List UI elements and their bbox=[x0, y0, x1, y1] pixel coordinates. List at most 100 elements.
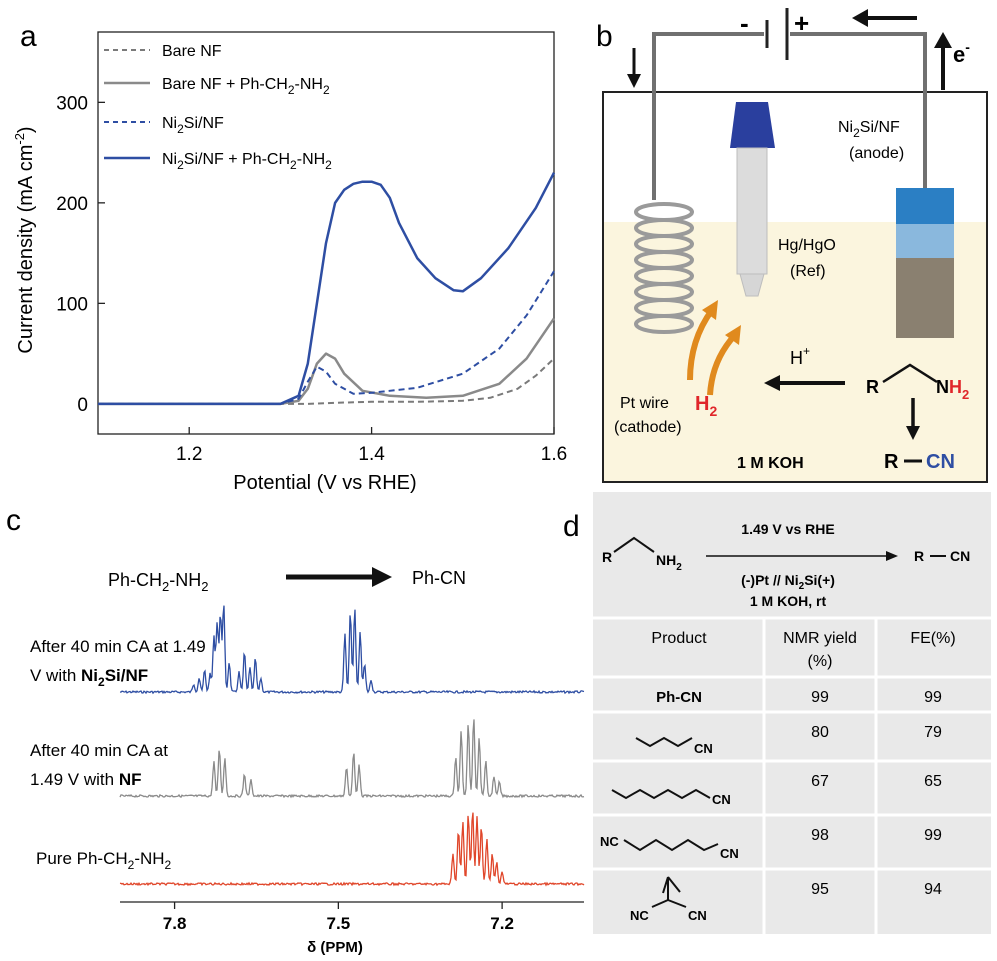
h2-evolution-arrow-2 bbox=[707, 332, 738, 396]
x-tick-label-c: 7.5 bbox=[327, 914, 351, 933]
x-tick-label-c: 7.2 bbox=[490, 914, 514, 933]
table-row-4-cn: CN bbox=[720, 846, 739, 861]
trace1-label-2: V with Ni2Si/NF bbox=[30, 666, 148, 689]
table-row-5-fe: 94 bbox=[924, 881, 942, 898]
battery-plus: + bbox=[794, 8, 809, 38]
trace2-label-1: After 40 min CA at bbox=[30, 741, 168, 760]
x-tick-label-a: 1.6 bbox=[541, 444, 567, 465]
scheme-product-r: R bbox=[914, 548, 924, 564]
table-header-yield-unit: (%) bbox=[808, 653, 833, 670]
nmr-trace-3 bbox=[119, 812, 585, 887]
plot-frame-a bbox=[97, 31, 555, 435]
axis-ticks-a: 1.2 1.4 1.6 0 100 200 300 bbox=[56, 93, 567, 465]
scheme-condition-bottom-2: 1 M KOH, rt bbox=[750, 593, 827, 609]
legend-label-bare-nf-amine: Bare NF + Ph-CH2-NH2 bbox=[162, 76, 330, 97]
anode-bottom bbox=[896, 258, 954, 338]
table-header-yield: NMR yield bbox=[783, 630, 857, 647]
trace3-label: Pure Ph-CH2-NH2 bbox=[36, 849, 172, 872]
table-header-fe: FE(%) bbox=[910, 630, 955, 647]
table-row-3-skeleton bbox=[611, 788, 711, 800]
proton-label: H+ bbox=[790, 344, 810, 368]
arrowhead-down-icon bbox=[627, 74, 641, 88]
table-row-5-bond-4 bbox=[651, 899, 669, 908]
axis-ticks-c: 7.8 7.5 7.2 bbox=[163, 902, 514, 933]
scheme-r: R bbox=[602, 549, 612, 565]
table-row-1-fe: 99 bbox=[924, 689, 942, 706]
nitrile-r: R bbox=[884, 451, 899, 473]
anode-middle bbox=[896, 224, 954, 258]
table-row-4-skeleton bbox=[623, 838, 719, 852]
y-tick-label-a: 100 bbox=[56, 294, 88, 315]
anode-label-2: (anode) bbox=[849, 145, 904, 162]
ref-electrode-body bbox=[736, 147, 768, 275]
h2-evolution-arrow-1 bbox=[687, 308, 715, 381]
trace1-label-1: After 40 min CA at 1.49 bbox=[30, 637, 206, 656]
series-line-a-1 bbox=[98, 357, 555, 405]
table-header-product: Product bbox=[651, 630, 707, 647]
panel-label-c: c bbox=[6, 504, 21, 537]
electrolyte-label: 1 M KOH bbox=[737, 455, 804, 472]
reaction-arrowhead-c-icon bbox=[372, 567, 392, 587]
y-tick-label-a: 0 bbox=[77, 395, 88, 416]
panel-d: d R NH2 1.49 V vs RHE (-)Pt // Ni2Si(+) … bbox=[563, 492, 991, 934]
x-tick-label-a: 1.2 bbox=[176, 444, 202, 465]
battery-minus: - bbox=[740, 8, 749, 38]
y-tick-label-a: 200 bbox=[56, 194, 88, 215]
scheme-condition-bottom: (-)Pt // Ni2Si(+) bbox=[741, 572, 835, 592]
scheme-product-cn: CN bbox=[950, 548, 970, 564]
table-row-2-skeleton bbox=[635, 736, 693, 748]
panel-label-a: a bbox=[20, 20, 37, 53]
amine-r: R bbox=[866, 377, 879, 397]
arrowhead-oxidation-icon bbox=[906, 426, 920, 440]
table-row-1-yield: 99 bbox=[811, 689, 829, 706]
h2-arrowhead-icon bbox=[702, 300, 718, 320]
cathode-label-1: Pt wire bbox=[620, 395, 669, 412]
panel-label-b: b bbox=[596, 20, 613, 53]
series-line-a-4 bbox=[98, 172, 556, 406]
legend-label-ni2si-amine: Ni2Si/NF + Ph-CH2-NH2 bbox=[162, 151, 332, 172]
ref-electrode-tip bbox=[739, 273, 765, 297]
panel-b: b - + e- bbox=[596, 8, 988, 483]
nmr-trace-2 bbox=[119, 719, 585, 799]
table-row-5-yield: 95 bbox=[811, 881, 829, 898]
panel-c: c Ph-CH2-NH2 Ph-CN After 40 min CA at 1.… bbox=[6, 504, 585, 956]
scheme-condition-top: 1.49 V vs RHE bbox=[741, 521, 834, 537]
x-tick-label-a: 1.4 bbox=[358, 444, 385, 465]
amine-nh2: NH2 bbox=[936, 377, 969, 402]
nitrile-cn: CN bbox=[926, 451, 955, 473]
table-row-4-yield: 98 bbox=[811, 827, 829, 844]
arrowhead-left-icon bbox=[852, 9, 868, 27]
table-row-2-yield: 80 bbox=[811, 724, 829, 741]
cathode-label-2: (cathode) bbox=[614, 419, 682, 436]
anode-top bbox=[896, 188, 954, 224]
nmr-trace-1 bbox=[119, 605, 585, 695]
electron-label: e- bbox=[953, 39, 970, 67]
scheme-nh2: NH2 bbox=[656, 552, 682, 573]
table-row-5-nc: NC bbox=[630, 908, 649, 923]
x-axis-label-c: δ (PPM) bbox=[307, 939, 363, 956]
table-row-2-fe: 79 bbox=[924, 724, 942, 741]
trace2-label-2: 1.49 V with NF bbox=[30, 770, 142, 789]
table-row-3-product: CN bbox=[712, 792, 731, 807]
wire-right bbox=[790, 32, 927, 190]
legend-label-ni2si: Ni2Si/NF bbox=[162, 115, 224, 136]
table-row-5-bond-5 bbox=[667, 899, 687, 908]
beaker bbox=[602, 91, 988, 483]
table-row-4-fe: 99 bbox=[924, 827, 942, 844]
series-line-a-3 bbox=[98, 270, 555, 405]
table-row-5-cn: CN bbox=[688, 908, 707, 923]
table-row-5-bond-2 bbox=[667, 876, 681, 893]
table-row-1-product: Ph-CN bbox=[656, 689, 702, 706]
legend-label-bare-nf: Bare NF bbox=[162, 43, 222, 60]
h2-arrowhead-icon-2 bbox=[725, 325, 741, 345]
arrowhead-up-icon bbox=[934, 32, 952, 48]
h2-label: H2 bbox=[695, 393, 717, 419]
table-row-4-nc: NC bbox=[600, 834, 619, 849]
ref-electrode-cap bbox=[730, 102, 775, 148]
reactant-label: Ph-CH2-NH2 bbox=[108, 570, 208, 594]
ref-label-2: (Ref) bbox=[790, 263, 826, 280]
table-row-3-fe: 65 bbox=[924, 773, 942, 790]
scheme-bond bbox=[613, 536, 655, 553]
series-group-a bbox=[98, 172, 556, 406]
